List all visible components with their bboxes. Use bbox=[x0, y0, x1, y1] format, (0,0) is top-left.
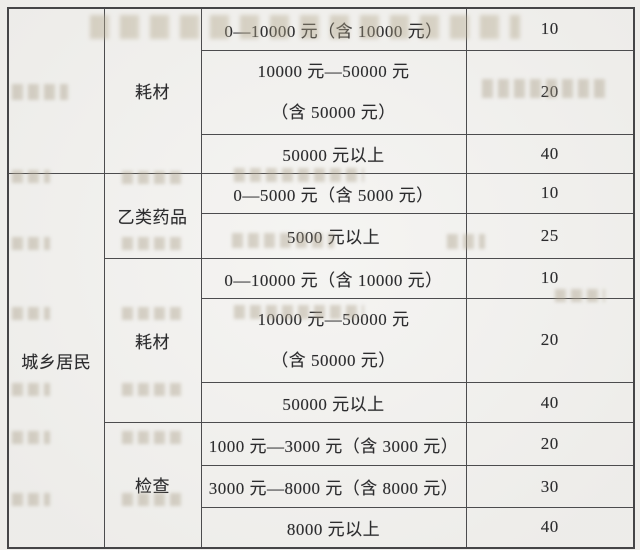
cell-rate: 10 bbox=[465, 257, 635, 299]
cell-item-category: 耗材 bbox=[103, 257, 202, 424]
cell-amount-range: 0—10000 元（含 10000 元） bbox=[200, 257, 467, 299]
cell-amount-range: 0—5000 元（含 5000 元） bbox=[200, 172, 467, 214]
cell-item-category: 检查 bbox=[103, 422, 202, 549]
cell-item-category: 乙类药品 bbox=[103, 172, 202, 259]
cell-rate: 40 bbox=[465, 133, 635, 174]
cell-rate: 40 bbox=[465, 507, 635, 549]
cell-rate: 40 bbox=[465, 382, 635, 424]
cell-person-category: 城乡居民 bbox=[7, 172, 105, 549]
table-row: 10000 元—50000 元 （含 50000 元） 20 bbox=[8, 49, 635, 135]
table-row: 耗材 0—10000 元（含 10000 元） 10 bbox=[7, 7, 635, 174]
cell-amount-range: 0—10000 元（含 10000 元） bbox=[200, 7, 467, 51]
cell-amount-range: 5000 元以上 bbox=[200, 212, 467, 259]
table-row: 8000 元以上 40 bbox=[8, 507, 635, 549]
cell-item-category: 耗材 bbox=[103, 7, 202, 174]
cell-amount-range: 3000 元—8000 元（含 8000 元） bbox=[200, 465, 467, 509]
cell-person-category-previous bbox=[7, 7, 105, 174]
cell-rate: 30 bbox=[465, 465, 635, 509]
table-row: 城乡居民 乙类药品 0—5000 元（含 5000 元） 10 bbox=[7, 172, 635, 549]
copay-tier-table: 耗材 0—10000 元（含 10000 元） 10 10000 元—50000… bbox=[7, 7, 635, 549]
cell-amount-range: 10000 元—50000 元 （含 50000 元） bbox=[200, 297, 467, 384]
cell-amount-range: 50000 元以上 bbox=[200, 382, 467, 424]
table-row: 10000 元—50000 元 （含 50000 元） 20 bbox=[8, 297, 635, 384]
table-row: 耗材 0—10000 元（含 10000 元） 10 bbox=[8, 257, 635, 424]
cell-rate: 20 bbox=[465, 422, 635, 467]
table-row: 检查 1000 元—3000 元（含 3000 元） 20 bbox=[8, 422, 635, 549]
table-row: 5000 元以上 25 bbox=[8, 212, 635, 259]
cell-rate: 20 bbox=[465, 49, 635, 135]
cell-amount-range: 1000 元—3000 元（含 3000 元） bbox=[200, 422, 467, 467]
cell-rate: 10 bbox=[465, 172, 635, 214]
table-row: 50000 元以上 40 bbox=[8, 133, 635, 174]
cell-amount-range: 10000 元—50000 元 （含 50000 元） bbox=[200, 49, 467, 135]
cell-rate: 25 bbox=[465, 212, 635, 259]
cell-amount-range: 8000 元以上 bbox=[200, 507, 467, 549]
cell-rate: 10 bbox=[465, 7, 635, 51]
cell-amount-range: 50000 元以上 bbox=[200, 133, 467, 174]
cell-rate: 20 bbox=[465, 297, 635, 384]
